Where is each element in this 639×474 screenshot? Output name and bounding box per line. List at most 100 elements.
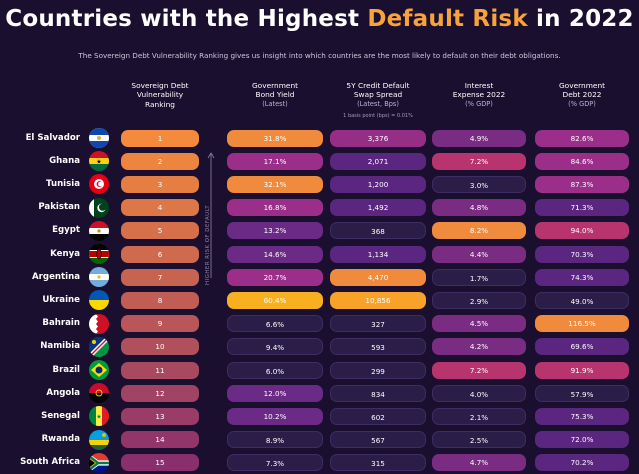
rwanda-flag-icon [89, 429, 109, 450]
country-label: Namibia [40, 341, 80, 352]
senegal-flag-icon: ★ [89, 406, 109, 427]
country-label: Senegal [41, 410, 80, 421]
cell-cds: 368 [330, 222, 426, 240]
column-header-unit: (% GDP) [568, 99, 596, 108]
column-header-unit: (Latest, Bps) [357, 99, 399, 108]
country-label: South Africa [20, 457, 80, 468]
south-africa-flag-icon [89, 452, 109, 473]
cell-rank: 11 [121, 361, 199, 379]
country-label: El Salvador [25, 132, 80, 143]
cell-cds: 1,134 [330, 245, 426, 263]
cell-debt: 70.3% [535, 245, 629, 263]
ghana-flag-icon: ★ [89, 151, 109, 172]
cell-cds: 10,856 [330, 291, 426, 309]
cell-cds: 1,200 [330, 175, 426, 193]
cell-yield: 17.1% [227, 152, 323, 170]
column-header-debt: Government Debt 2022 (% GDP) [532, 81, 632, 109]
tunisia-flag-icon [89, 174, 109, 195]
country-label: Pakistan [38, 202, 80, 213]
cell-interest: 8.2% [432, 222, 526, 240]
country-label: Angola [46, 387, 80, 398]
cell-rank: 3 [121, 175, 199, 193]
column-header-line: Interest [464, 81, 494, 90]
cell-debt: 71.3% [535, 199, 629, 217]
country-label: Ukraine [42, 294, 80, 305]
cell-yield: 6.0% [227, 361, 323, 379]
cell-debt: 75.3% [535, 407, 629, 425]
angola-flag-icon [89, 383, 109, 404]
cell-interest: 3.0% [432, 175, 526, 193]
cell-interest: 2.9% [432, 291, 526, 309]
svg-text:★: ★ [96, 414, 101, 421]
cell-cds: 2,071 [330, 152, 426, 170]
cell-yield: 9.4% [227, 338, 323, 356]
argentina-flag-icon [89, 267, 109, 288]
chart-title: Countries with the Highest Default Risk … [0, 6, 639, 32]
country-label: Rwanda [41, 434, 80, 445]
column-header-line: Government [558, 81, 606, 90]
cell-interest: 4.9% [432, 129, 526, 147]
cell-rank: 8 [121, 291, 199, 309]
country-label: Ghana [49, 155, 80, 166]
cell-cds: 834 [330, 384, 426, 402]
cell-cds: 593 [330, 338, 426, 356]
country-label: Argentina [32, 271, 80, 282]
cell-interest: 4.2% [432, 338, 526, 356]
column-header-line: Bond Yield [255, 90, 295, 100]
cell-yield: 7.3% [227, 454, 323, 472]
country-label: Egypt [52, 225, 80, 236]
cell-debt: 57.9% [535, 384, 629, 402]
cell-debt: 94.0% [535, 222, 629, 240]
cell-debt: 87.3% [535, 175, 629, 193]
cell-cds: 3,376 [330, 129, 426, 147]
column-header-rank: Sovereign Debt Vulnerability Ranking [110, 81, 210, 109]
cell-interest: 4.4% [432, 245, 526, 263]
country-label: Kenya [50, 248, 80, 259]
country-label: Tunisia [46, 178, 80, 189]
cell-interest: 7.2% [432, 152, 526, 170]
cell-cds: 299 [330, 361, 426, 379]
cell-rank: 4 [121, 199, 199, 217]
column-header-line: 5Y Credit Default [346, 81, 410, 90]
cell-debt: 49.0% [535, 291, 629, 309]
cell-interest: 4.7% [432, 454, 526, 472]
title-highlight: Default Risk [367, 6, 528, 32]
cell-rank: 7 [121, 268, 199, 286]
cell-interest: 7.2% [432, 361, 526, 379]
cell-rank: 9 [121, 315, 199, 333]
column-header-line: Debt 2022 [562, 90, 602, 100]
risk-arrow-icon [207, 152, 215, 278]
country-label: Bahrain [42, 318, 80, 329]
brazil-flag-icon [89, 360, 109, 380]
column-header-unit: (Latest) [262, 99, 288, 108]
cell-yield: 6.6% [227, 315, 323, 333]
cell-yield: 14.6% [227, 245, 323, 263]
cell-debt: 70.2% [535, 454, 629, 472]
cell-cds: 1,492 [330, 199, 426, 217]
cell-interest: 1.7% [432, 268, 526, 286]
risk-axis-label: HIGHER RISK OF DEFAULT [205, 204, 211, 285]
cell-rank: 6 [121, 245, 199, 263]
column-header-line: Swap Spread [353, 90, 403, 100]
column-header-cds: 5Y Credit Default Swap Spread (Latest, Bps… [328, 81, 428, 122]
cell-yield: 12.0% [227, 384, 323, 402]
cell-interest: 4.5% [432, 315, 526, 333]
cell-yield: 13.2% [227, 222, 323, 240]
cell-debt: 116.5% [535, 315, 629, 333]
cell-debt: 69.6% [535, 338, 629, 356]
cell-interest: 2.5% [432, 431, 526, 449]
cell-debt: 72.0% [535, 431, 629, 449]
cell-interest: 4.8% [432, 199, 526, 217]
column-header-line: Expense 2022 [452, 90, 506, 100]
column-header-yield: Government Bond Yield (Latest) [225, 81, 325, 109]
cell-rank: 1 [121, 129, 199, 147]
cell-rank: 15 [121, 454, 199, 472]
cell-interest: 4.0% [432, 384, 526, 402]
cell-cds: 315 [330, 454, 426, 472]
column-header-interest: Interest Expense 2022 (% GDP) [429, 81, 529, 109]
el-salvador-flag-icon [89, 128, 109, 148]
column-header-line: Government [251, 81, 299, 90]
country-label: Brazil [52, 364, 80, 375]
cell-yield: 32.1% [227, 175, 323, 193]
cell-debt: 91.9% [535, 361, 629, 379]
